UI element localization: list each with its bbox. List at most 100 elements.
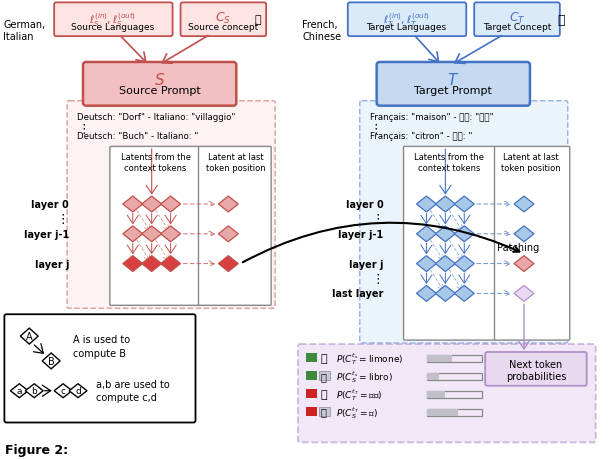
Polygon shape	[161, 226, 181, 242]
Polygon shape	[454, 256, 474, 272]
Text: 📖: 📖	[255, 15, 261, 25]
Polygon shape	[416, 196, 437, 213]
Text: last layer: last layer	[332, 289, 384, 299]
Polygon shape	[454, 226, 474, 242]
Polygon shape	[435, 226, 455, 242]
FancyBboxPatch shape	[83, 63, 237, 106]
Polygon shape	[514, 286, 534, 302]
FancyBboxPatch shape	[348, 3, 466, 37]
Text: $T$: $T$	[447, 72, 460, 88]
FancyBboxPatch shape	[474, 3, 560, 37]
Text: $P(C_T^{t_T} = \text{柠檬})$: $P(C_T^{t_T} = \text{柠檬})$	[336, 386, 382, 402]
FancyBboxPatch shape	[54, 3, 173, 37]
Text: Français: "citron" - 中文: ": Français: "citron" - 中文: "	[370, 131, 472, 140]
Polygon shape	[435, 196, 455, 213]
Text: $C_S$: $C_S$	[215, 11, 232, 26]
FancyBboxPatch shape	[485, 352, 587, 386]
Polygon shape	[218, 196, 238, 213]
Text: Source Languages: Source Languages	[71, 23, 154, 32]
Text: d: d	[75, 386, 81, 395]
Text: Latents from the
context tokens: Latents from the context tokens	[120, 153, 191, 173]
Polygon shape	[218, 256, 238, 272]
Polygon shape	[416, 286, 437, 302]
Bar	[306, 389, 317, 398]
Text: 🍋: 🍋	[320, 353, 327, 363]
Text: Target Languages: Target Languages	[367, 23, 447, 32]
Text: ⋮: ⋮	[370, 122, 382, 135]
Text: $P(C_S^{t_s} = \mathrm{libro})$: $P(C_S^{t_s} = \mathrm{libro})$	[336, 368, 393, 384]
Bar	[319, 371, 330, 380]
Text: ⋮: ⋮	[371, 213, 384, 226]
Text: a: a	[16, 386, 22, 395]
Text: layer j-1: layer j-1	[24, 230, 69, 239]
Bar	[427, 409, 458, 416]
Text: 📖: 📖	[321, 371, 327, 381]
Text: Figure 2:: Figure 2:	[5, 443, 69, 456]
Text: Next token: Next token	[510, 359, 562, 369]
Polygon shape	[161, 256, 181, 272]
Polygon shape	[69, 384, 87, 398]
FancyBboxPatch shape	[360, 101, 568, 343]
Polygon shape	[514, 196, 534, 213]
Text: Latents from the
context tokens: Latents from the context tokens	[414, 153, 485, 173]
Text: Source Prompt: Source Prompt	[119, 86, 201, 95]
Polygon shape	[123, 256, 143, 272]
Bar	[306, 371, 317, 380]
Polygon shape	[142, 256, 162, 272]
Text: layer 0: layer 0	[346, 200, 384, 210]
Polygon shape	[142, 196, 162, 213]
Polygon shape	[142, 226, 162, 242]
Bar	[427, 409, 482, 416]
Text: Latent at last
token position: Latent at last token position	[501, 153, 561, 173]
Polygon shape	[123, 196, 143, 213]
Bar	[306, 407, 317, 416]
FancyBboxPatch shape	[110, 147, 271, 306]
Text: ⋮: ⋮	[57, 213, 69, 226]
Polygon shape	[416, 256, 437, 272]
Bar	[427, 373, 482, 380]
Bar	[427, 355, 452, 362]
Text: probabilities: probabilities	[506, 371, 566, 381]
FancyBboxPatch shape	[181, 3, 266, 37]
Bar	[319, 407, 330, 416]
FancyBboxPatch shape	[404, 147, 570, 340]
Text: German,
Italian: German, Italian	[4, 20, 46, 42]
Text: 🍋: 🍋	[557, 14, 565, 27]
Polygon shape	[123, 226, 143, 242]
FancyBboxPatch shape	[67, 101, 275, 308]
Text: $C_T$: $C_T$	[509, 11, 525, 26]
Text: Source concept: Source concept	[188, 23, 258, 32]
Text: layer j: layer j	[35, 259, 69, 269]
Polygon shape	[514, 256, 534, 272]
Text: $P(C_S^{t_T} = \text{书})$: $P(C_S^{t_T} = \text{书})$	[336, 404, 378, 420]
Text: Target Concept: Target Concept	[483, 23, 551, 32]
Text: $\ell_S^{(in)}, \ell_S^{(out)}$: $\ell_S^{(in)}, \ell_S^{(out)}$	[89, 11, 136, 29]
Text: Français: "maison" - 中文: "房子": Français: "maison" - 中文: "房子"	[370, 112, 493, 121]
Bar	[427, 373, 440, 380]
Polygon shape	[454, 286, 474, 302]
Text: c: c	[61, 386, 66, 395]
Text: layer j-1: layer j-1	[339, 230, 384, 239]
Text: $\ell_T^{(in)}, \ell_T^{(out)}$: $\ell_T^{(in)}, \ell_T^{(out)}$	[383, 11, 430, 29]
Text: 🍋: 🍋	[320, 389, 327, 399]
Text: Deutsch: "Buch" - Italiano: ": Deutsch: "Buch" - Italiano: "	[77, 131, 199, 140]
Text: B: B	[48, 356, 55, 366]
Text: A: A	[26, 331, 33, 341]
Text: $S$: $S$	[154, 72, 165, 88]
Text: ⋮: ⋮	[371, 272, 384, 285]
Polygon shape	[20, 329, 38, 344]
Polygon shape	[26, 384, 43, 398]
FancyBboxPatch shape	[298, 344, 596, 442]
Text: layer 0: layer 0	[32, 200, 69, 210]
Polygon shape	[10, 384, 28, 398]
Text: Deutsch: "Dorf" - Italiano: "villaggio": Deutsch: "Dorf" - Italiano: "villaggio"	[77, 112, 235, 121]
Polygon shape	[514, 226, 534, 242]
Text: b: b	[32, 386, 37, 395]
Polygon shape	[161, 196, 181, 213]
Text: Patching: Patching	[497, 242, 539, 252]
Polygon shape	[435, 286, 455, 302]
Text: $P(C_T^{t_s} = \mathrm{limone})$: $P(C_T^{t_s} = \mathrm{limone})$	[336, 350, 403, 366]
Text: Target Prompt: Target Prompt	[415, 86, 492, 95]
Text: Latent at last
token position: Latent at last token position	[206, 153, 265, 173]
Text: a,b are used to
compute c,d: a,b are used to compute c,d	[96, 379, 170, 403]
